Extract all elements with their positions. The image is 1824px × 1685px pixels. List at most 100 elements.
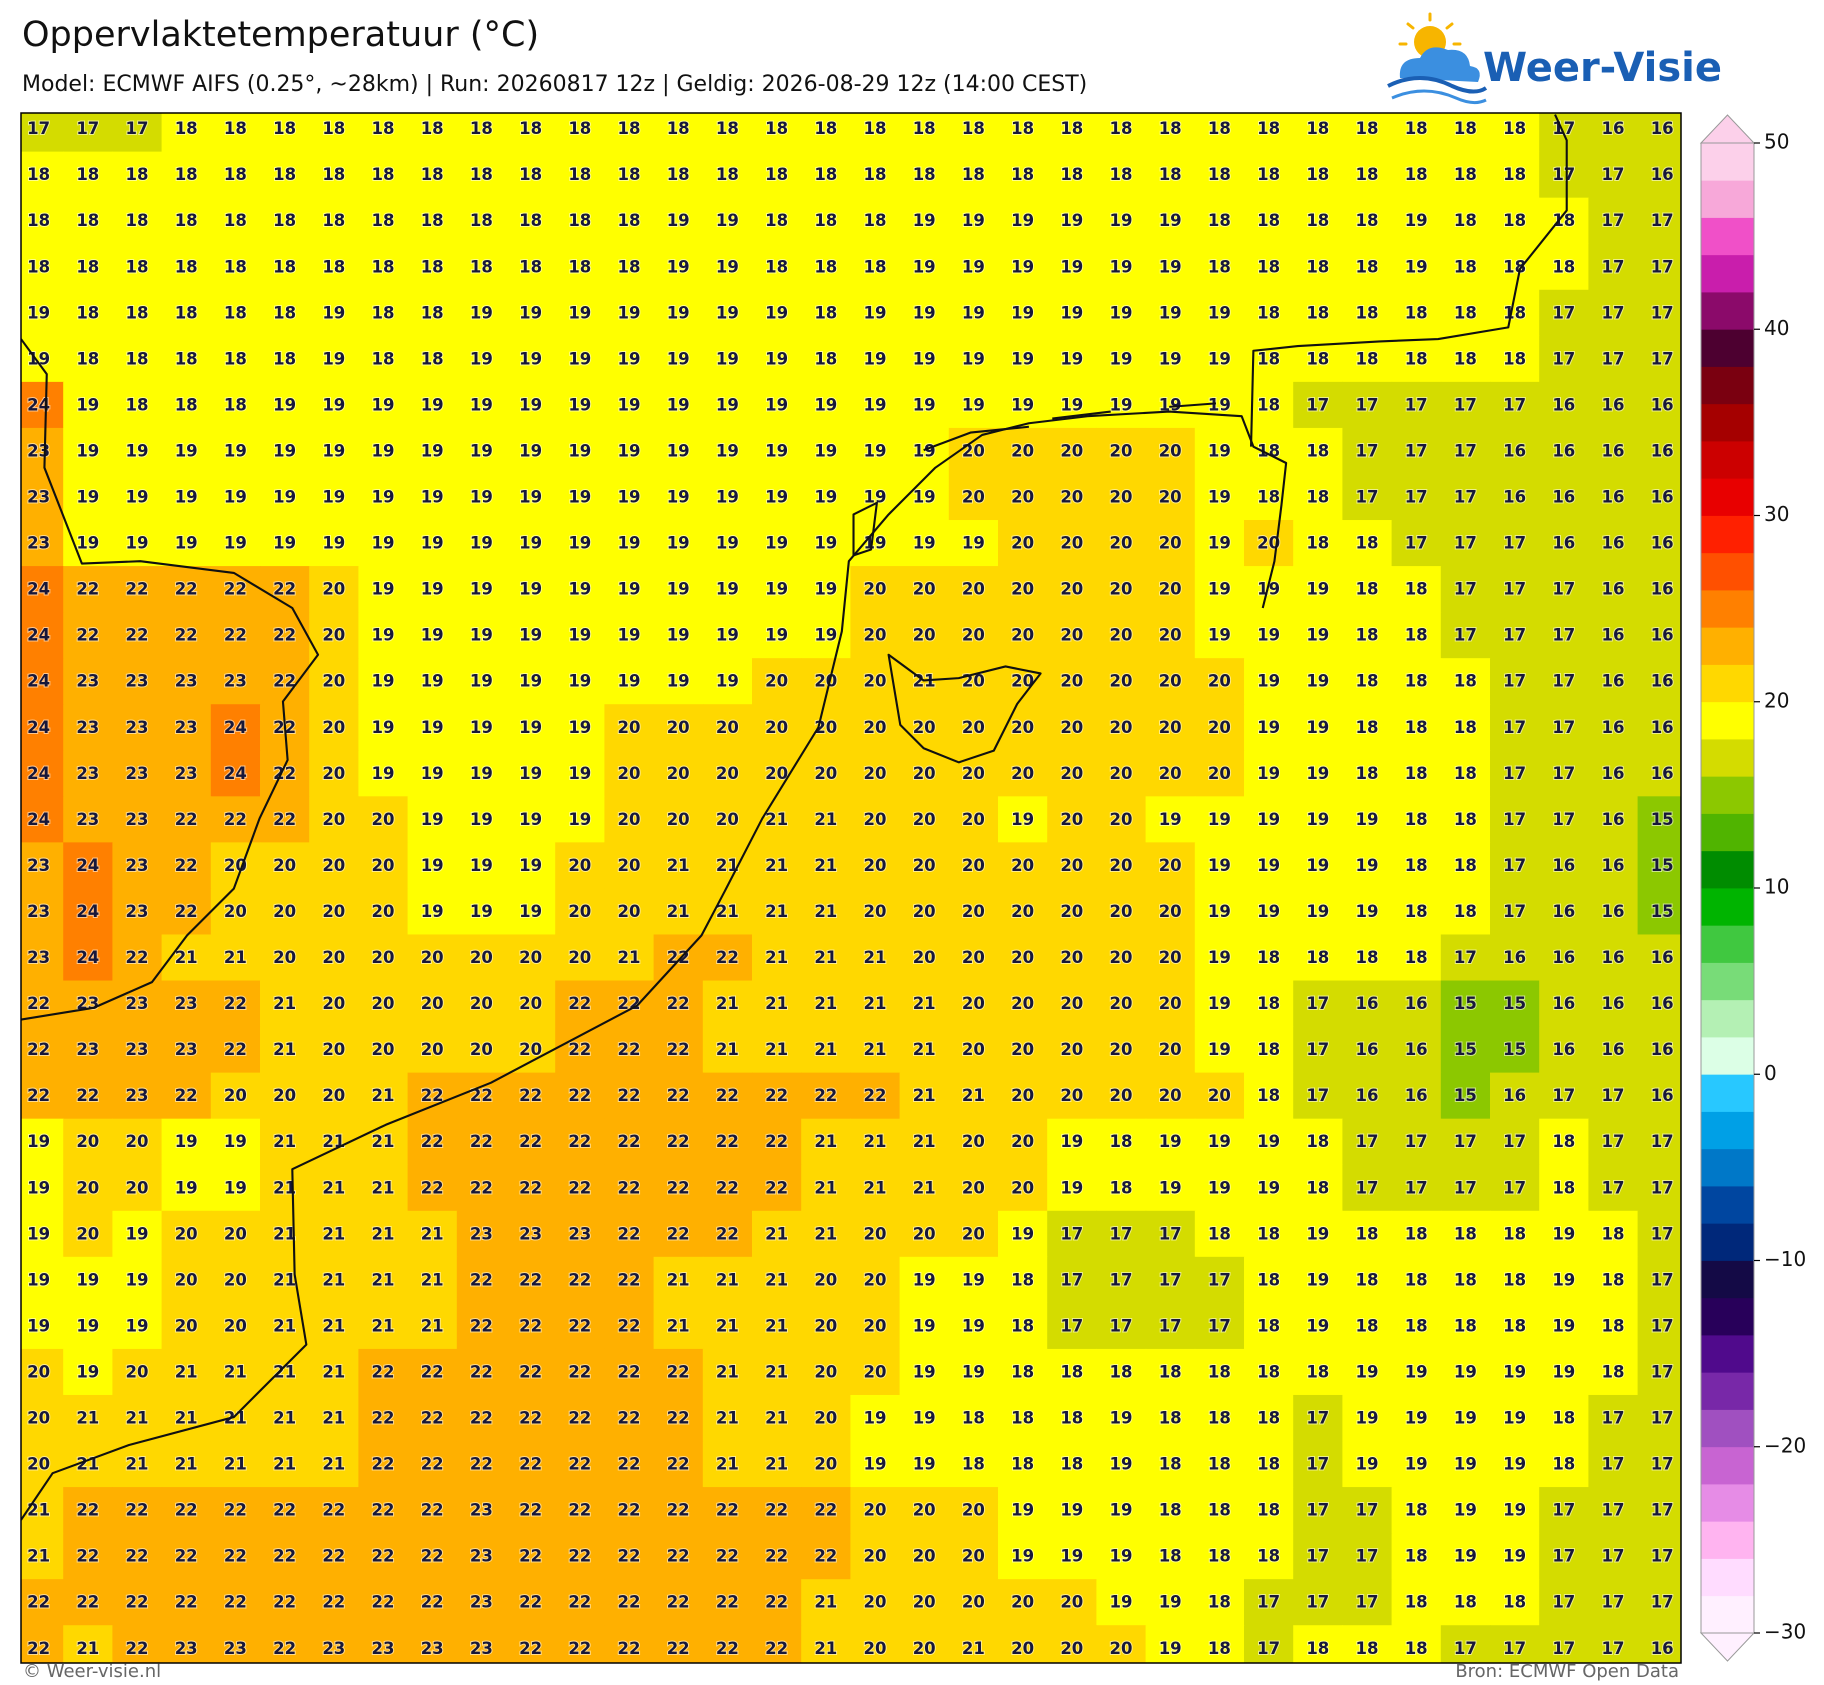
temperature-label: 19: [618, 441, 641, 460]
temperature-cell: [1047, 197, 1097, 245]
temperature-label: 19: [1306, 902, 1329, 921]
temperature-label: 20: [864, 1224, 887, 1243]
temperature-cell: [1539, 520, 1589, 567]
temperature-label: 16: [1405, 1040, 1428, 1059]
temperature-label: 17: [1503, 1639, 1526, 1658]
temperature-cell: [604, 1625, 655, 1663]
temperature-label: 18: [1454, 211, 1477, 230]
temperature-cell: [752, 1394, 802, 1442]
temperature-label: 16: [1651, 718, 1674, 737]
temperature-cell: [1096, 980, 1147, 1028]
temperature-label: 19: [716, 672, 739, 691]
colorbar-swatch: [1701, 888, 1754, 926]
temperature-cell: [1637, 1625, 1681, 1663]
temperature-cell: [1194, 658, 1245, 705]
temperature-label: 19: [372, 488, 395, 507]
temperature-label: 22: [322, 1501, 345, 1520]
temperature-cell: [63, 1118, 113, 1166]
temperature-cell: [1244, 842, 1294, 890]
temperature-cell: [506, 520, 556, 567]
temperature-label: 20: [1110, 534, 1133, 553]
temperature-label: 18: [1011, 1409, 1034, 1428]
temperature-label: 22: [667, 1362, 690, 1381]
temperature-label: 18: [913, 119, 936, 138]
temperature-cell: [801, 1487, 851, 1534]
temperature-label: 21: [421, 1224, 444, 1243]
temperature-label: 19: [126, 1224, 149, 1243]
temperature-label: 16: [1651, 119, 1674, 138]
temperature-cell: [850, 1348, 901, 1396]
temperature-cell: [948, 1487, 999, 1534]
temperature-label: 20: [1060, 1593, 1083, 1612]
temperature-label: 19: [76, 441, 99, 460]
temperature-label: 21: [273, 1455, 296, 1474]
temperature-label: 21: [273, 1132, 296, 1151]
temperature-cell: [112, 612, 163, 659]
temperature-cell: [555, 381, 605, 429]
temperature-cell: [850, 1118, 901, 1166]
temperature-cell: [998, 842, 1048, 890]
temperature-label: 20: [1011, 626, 1034, 645]
temperature-label: 20: [1011, 1178, 1034, 1197]
temperature-label: 22: [568, 1086, 591, 1105]
temperature-label: 18: [519, 211, 542, 230]
temperature-cell: [506, 1302, 556, 1350]
temperature-cell: [899, 934, 950, 982]
temperature-label: 20: [126, 1178, 149, 1197]
temperature-label: 20: [913, 902, 936, 921]
temperature-cell: [1588, 704, 1639, 751]
temperature-label: 20: [519, 948, 542, 967]
temperature-cell: [899, 1348, 950, 1396]
temperature-cell: [1293, 1625, 1343, 1663]
colorbar-swatch: [1701, 813, 1754, 852]
temperature-cell: [899, 113, 950, 153]
temperature-cell: [653, 566, 704, 613]
temperature-cell: [1342, 1118, 1393, 1166]
temperature-cell: [850, 1026, 901, 1074]
temperature-label: 19: [1208, 810, 1231, 829]
temperature-label: 19: [519, 534, 542, 553]
temperature-cell: [653, 1394, 704, 1442]
temperature-cell: [1490, 1256, 1540, 1304]
temperature-cell: [456, 1579, 507, 1626]
temperature-label: 18: [765, 211, 788, 230]
temperature-cell: [1637, 197, 1681, 245]
temperature-label: 21: [618, 948, 641, 967]
temperature-cell: [899, 197, 950, 245]
temperature-cell: [1244, 151, 1294, 199]
temperature-cell: [161, 1072, 212, 1120]
temperature-label: 18: [1356, 303, 1379, 322]
temperature-label: 19: [1208, 948, 1231, 967]
temperature-label: 19: [1159, 1132, 1182, 1151]
temperature-label: 17: [1651, 1132, 1674, 1151]
map-title: Oppervlaktetemperatuur (°C): [22, 15, 539, 55]
temperature-cell: [1490, 427, 1540, 475]
temperature-label: 23: [27, 488, 50, 507]
temperature-cell: [801, 1026, 851, 1074]
temperature-cell: [1194, 427, 1245, 475]
temperature-label: 20: [372, 948, 395, 967]
temperature-label: 18: [913, 165, 936, 184]
temperature-label: 19: [27, 1224, 50, 1243]
temperature-cell: [1244, 289, 1294, 337]
temperature-cell: [161, 1487, 212, 1534]
temperature-cell: [63, 151, 113, 199]
temperature-label: 20: [962, 626, 985, 645]
temperature-label: 20: [1110, 672, 1133, 691]
temperature-cell: [1293, 796, 1343, 843]
temperature-label: 23: [175, 718, 198, 737]
temperature-cell: [702, 704, 753, 751]
temperature-cell: [1539, 1164, 1589, 1212]
temperature-label: 20: [1159, 441, 1182, 460]
temperature-label: 21: [322, 1316, 345, 1335]
temperature-label: 20: [864, 672, 887, 691]
temperature-label: 16: [1651, 1086, 1674, 1105]
temperature-label: 19: [568, 718, 591, 737]
temperature-label: 19: [273, 488, 296, 507]
temperature-label: 21: [372, 1316, 395, 1335]
temperature-cell: [161, 197, 212, 245]
temperature-label: 21: [322, 1455, 345, 1474]
temperature-label: 20: [667, 718, 690, 737]
temperature-label: 19: [1356, 902, 1379, 921]
colorbar-swatch: [1701, 590, 1754, 628]
